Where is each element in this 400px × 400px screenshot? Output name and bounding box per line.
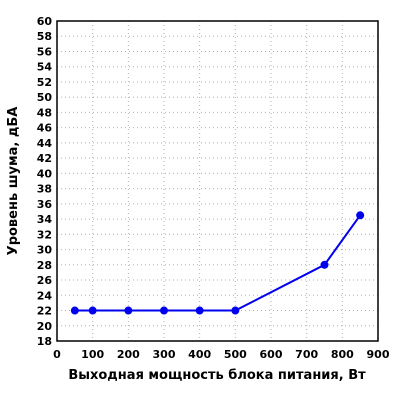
x-tick-label: 900 — [367, 348, 390, 361]
y-tick-label: 52 — [37, 76, 52, 89]
y-tick-label: 36 — [37, 198, 53, 211]
x-tick-label: 200 — [117, 348, 140, 361]
y-tick-label: 58 — [37, 30, 52, 43]
data-point — [70, 306, 79, 315]
y-tick-label: 26 — [37, 274, 53, 287]
y-tick-label: 40 — [37, 167, 53, 180]
data-point — [231, 306, 240, 315]
y-tick-label: 20 — [37, 320, 53, 333]
y-tick-label: 54 — [37, 61, 53, 74]
y-tick-label: 56 — [37, 45, 53, 58]
y-tick-label: 22 — [37, 305, 52, 318]
series-layer — [70, 211, 365, 315]
y-tick-label: 38 — [37, 183, 52, 196]
y-tick-label: 50 — [37, 91, 53, 104]
x-tick-label: 300 — [153, 348, 176, 361]
data-point — [160, 306, 168, 315]
x-tick-label: 0 — [53, 348, 61, 361]
series-line — [74, 214, 361, 312]
y-tick-label: 60 — [37, 15, 53, 28]
x-tick-label: 800 — [331, 348, 354, 361]
x-axis-ticks: 0 100 200 300 400 500 600 700 800 900 — [53, 348, 390, 361]
data-point — [195, 306, 204, 315]
y-axis-title: Уровень шума, дБА — [6, 107, 21, 256]
y-tick-label: 30 — [37, 244, 53, 257]
x-tick-label: 600 — [260, 348, 283, 361]
x-tick-label: 100 — [81, 348, 104, 361]
y-tick-label: 24 — [37, 289, 53, 302]
data-point — [320, 260, 329, 269]
y-tick-label: 48 — [37, 106, 52, 119]
y-axis-ticks: 18 20 22 24 26 28 30 32 34 36 38 40 42 44 46 48 50 52 54 56… — [37, 15, 53, 348]
y-tick-label: 44 — [37, 137, 53, 150]
y-tick-label: 46 — [37, 122, 53, 135]
y-tick-label: 34 — [37, 213, 53, 226]
grid — [57, 21, 378, 341]
y-tick-label: 18 — [37, 335, 52, 348]
y-tick-label: 32 — [37, 228, 52, 241]
x-tick-label: 700 — [295, 348, 318, 361]
y-tick-label: 42 — [37, 152, 52, 165]
x-tick-label: 400 — [188, 348, 211, 361]
plot-frame — [56, 20, 379, 342]
data-point — [88, 306, 97, 315]
y-tick-label: 28 — [37, 259, 52, 272]
data-point — [124, 306, 133, 315]
x-tick-label: 500 — [224, 348, 247, 361]
x-axis-title: Выходная мощность блока питания, Вт — [68, 368, 366, 383]
data-point — [356, 211, 365, 220]
